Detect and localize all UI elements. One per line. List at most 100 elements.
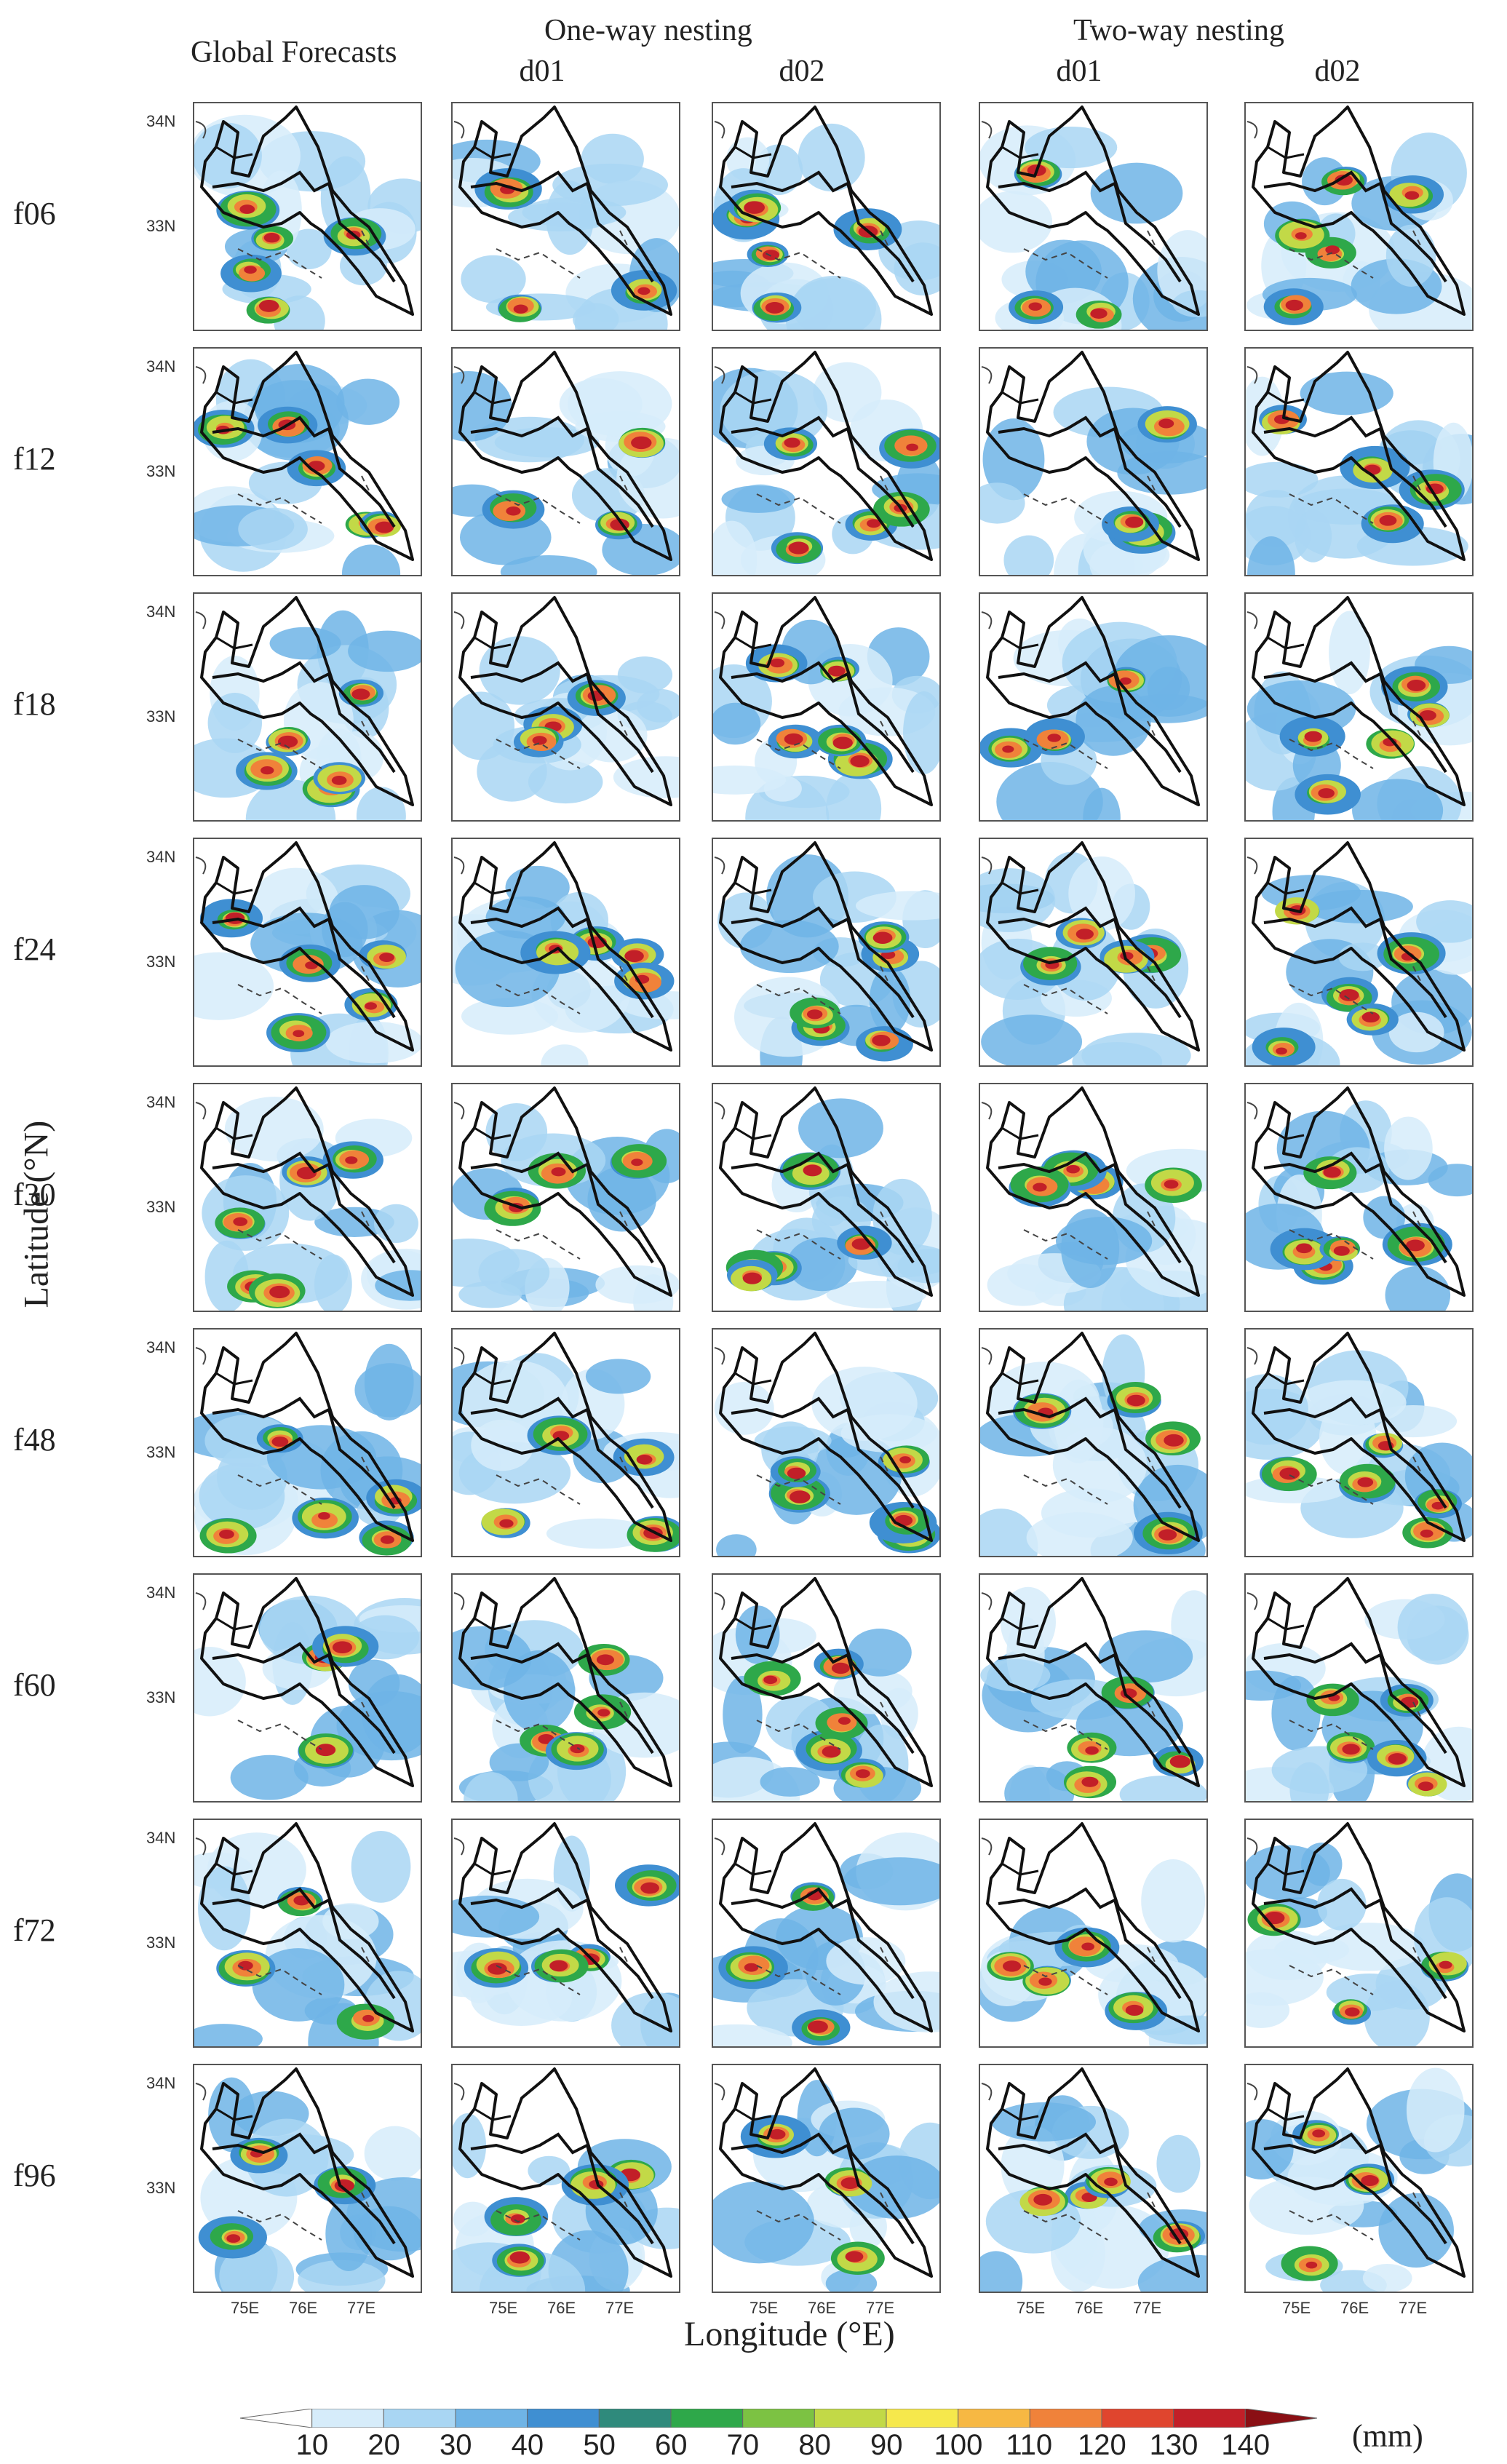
precip-core — [1164, 1180, 1179, 1189]
coast-arc — [714, 1592, 725, 1610]
coast-arc — [1246, 1837, 1258, 1856]
border-line — [1023, 966, 1156, 1014]
precip-core — [1169, 1755, 1190, 1768]
basin-outline — [719, 2067, 933, 2278]
precip-core — [509, 2251, 530, 2264]
precip-core — [510, 2214, 525, 2224]
precip-map — [453, 1086, 679, 1311]
precip-core — [271, 1436, 289, 1447]
precip-blob — [1384, 1116, 1433, 1180]
lat-tick-34n: 34N — [146, 1338, 176, 1356]
precip-core — [332, 1641, 353, 1654]
precip-blob — [194, 2024, 263, 2046]
precip-blob — [739, 920, 839, 974]
coast-arc — [714, 1837, 725, 1856]
header-twoway-d02: d02 — [1314, 55, 1361, 88]
sub-basin-boundary — [1263, 1151, 1447, 1264]
border-line — [496, 1701, 628, 1750]
basin-outline — [719, 1086, 933, 1297]
coast-arc — [195, 611, 207, 629]
coast-arc — [1246, 857, 1258, 875]
coast-arc — [453, 611, 465, 629]
basin-outline — [458, 1332, 672, 1542]
row-label-f96: f96 — [13, 2157, 56, 2193]
border-line — [1023, 1211, 1156, 1260]
precip-core — [624, 950, 644, 963]
lat-tick-34n: 34N — [146, 112, 176, 130]
precip-blob — [568, 371, 672, 437]
precip-blob — [479, 636, 560, 705]
panel-f48-global — [193, 1328, 422, 1557]
sub-basin-boundary — [734, 1126, 772, 1140]
border-line — [237, 230, 370, 279]
precip-core — [765, 301, 784, 314]
precip-core — [1158, 418, 1174, 429]
header-global-forecasts: Global Forecasts — [191, 36, 397, 69]
colorbar-label: 130 — [1149, 2429, 1198, 2461]
coast-arc — [195, 1592, 207, 1610]
lat-tick-34n: 34N — [146, 2074, 176, 2092]
sub-basin-boundary — [734, 391, 772, 405]
precip-blob — [721, 485, 795, 513]
sub-basin-boundary — [212, 906, 396, 1019]
coast-arc — [195, 2083, 207, 2101]
lat-tick-33n: 33N — [146, 1934, 176, 1952]
lat-tick-33n: 33N — [146, 1198, 176, 1216]
precip-core — [1002, 1960, 1022, 1972]
precip-map — [195, 1086, 421, 1311]
panel-f06-twoway-d01 — [979, 102, 1208, 331]
panel-f30-twoway-d01 — [979, 1083, 1208, 1312]
precip-core — [1431, 1501, 1444, 1510]
precip-map — [453, 596, 679, 806]
sub-basin-boundary — [474, 1617, 512, 1631]
precip-core — [1318, 788, 1335, 798]
sub-basin-boundary — [731, 2132, 915, 2245]
precip-blob — [991, 2102, 1097, 2142]
sub-basin-boundary — [1001, 2107, 1039, 2121]
precip-blob — [980, 1659, 1051, 1692]
coast-arc — [714, 1102, 725, 1120]
precip-blob — [798, 1098, 883, 1159]
lat-tick-34n: 34N — [146, 848, 176, 866]
precip-core — [1081, 1942, 1094, 1951]
precip-core — [315, 1744, 336, 1757]
sub-basin-boundary — [215, 1126, 253, 1140]
panel-f96-twoway-d01 — [979, 2064, 1208, 2293]
basin-outline — [719, 106, 933, 316]
precip-core — [1345, 2007, 1360, 2017]
precip-map — [453, 1332, 679, 1552]
border-line — [237, 2192, 370, 2241]
sub-basin-boundary — [1001, 391, 1039, 405]
precip-blob — [1137, 2254, 1206, 2292]
header-oneway-d01: d01 — [519, 55, 565, 88]
colorbar-label: 60 — [655, 2429, 688, 2461]
precip-blob — [855, 891, 939, 921]
sub-basin-boundary — [474, 2107, 512, 2121]
basin-outline — [719, 596, 933, 806]
sub-basin-boundary — [470, 170, 654, 283]
panel-f96-oneway-d01 — [451, 2064, 680, 2293]
basin-outline — [200, 596, 414, 806]
precip-core — [784, 437, 800, 448]
coast-arc — [195, 121, 207, 139]
coast-arc — [981, 857, 993, 875]
panel-f12-oneway-d01 — [451, 347, 680, 576]
sub-basin-boundary — [1267, 1126, 1305, 1140]
coast-arc — [714, 857, 725, 875]
precip-blob — [341, 544, 401, 575]
colorbar-segment — [311, 2408, 384, 2428]
precip-core — [1407, 680, 1426, 691]
precip-blob — [500, 555, 597, 575]
border-line — [237, 720, 370, 769]
panel-f18-global — [193, 592, 422, 822]
precip-core — [244, 266, 257, 274]
border-line — [237, 1701, 370, 1750]
precip-core — [1119, 677, 1132, 685]
panel-f30-oneway-d01 — [451, 1083, 680, 1312]
sub-basin-boundary — [998, 1151, 1182, 1264]
border-line — [756, 966, 888, 1014]
precip-core — [872, 931, 893, 944]
border-line — [756, 1947, 888, 1995]
precip-core — [1304, 731, 1322, 742]
border-line — [237, 1947, 370, 1995]
